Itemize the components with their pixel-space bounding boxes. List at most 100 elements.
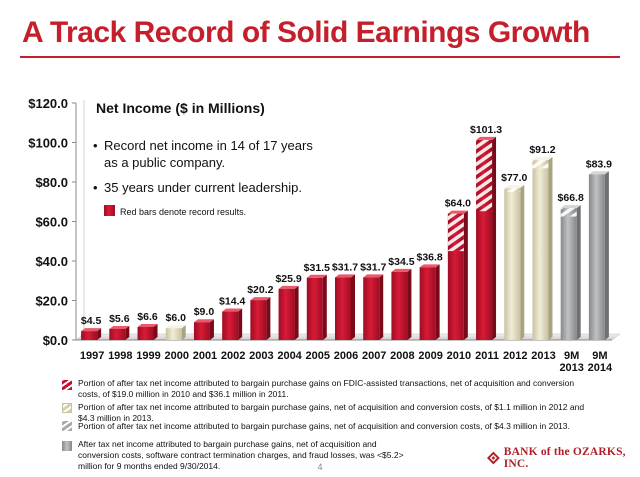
bar-front [560,208,577,340]
annotation-2: • 35 years under current leadership. [93,180,302,195]
chart-title: Net Income ($ in Millions) [96,100,265,116]
y-tick-label: $60.0 [35,215,68,230]
bar-top [193,319,214,323]
bar-top [109,325,130,329]
category-label: 2003 [249,350,273,362]
net-income-bar-chart: $0.0 $20.0 $40.0 $60.0 $80.0 $100.0 $120.0 $4.… [28,96,621,374]
bar-front [391,271,408,340]
category-label: 1997 [80,350,104,362]
bar-hatched-portion [447,213,464,252]
data-label: $66.8 [558,192,584,204]
category-label: 2010 [447,350,471,362]
bar-side [576,205,581,340]
data-labels: $4.5 $5.6 $6.6 $6.0 $9.0 $14.4$20.2$25.9$31.5… [81,124,612,327]
bar-top [532,156,553,160]
bar-top [335,274,355,278]
bar-top [588,171,609,175]
bar [278,285,299,340]
footnote-swatch-gray-hatch [62,421,72,431]
y-tick-label: $80.0 [35,175,68,190]
category-label: 2002 [221,350,245,362]
data-label: $91.2 [529,144,555,156]
bar-top [476,136,497,140]
bar-side [266,297,271,340]
bar-front [165,328,182,340]
data-label: $9.0 [194,306,215,318]
company-logo: BANK of the OZARKS, INC. [487,446,640,470]
bar-top [447,210,468,214]
bar-front [81,331,98,340]
bar [476,136,497,340]
footnote-2: Portion of after tax net income attribut… [78,402,585,423]
bar-front [363,277,380,340]
data-label: $31.5 [304,262,330,274]
y-tick-label: $20.0 [35,294,68,309]
bar [109,325,130,340]
legend: Red bars denote record results. [104,205,246,217]
slide-title: A Track Record of Solid Earnings Growth [22,16,590,49]
footnote-4: After tax net income attributed to barga… [78,439,404,471]
bar-side [520,184,525,340]
category-label: 9M 2013 [559,350,583,374]
bar-hatched-portion [532,159,549,169]
category-label: 2004 [277,350,302,362]
bar [419,264,440,340]
bar-side [492,136,497,340]
bar-top [137,323,158,327]
bar [588,171,609,340]
category-label: 2008 [390,350,414,362]
bar-front [109,328,126,340]
bar-hatched-portion [504,187,521,192]
legend-entry-record: Red bars denote record results. [120,207,246,217]
data-label: $31.7 [360,261,386,273]
footnote-1: Portion of after tax net income attribut… [78,378,575,399]
category-label: 2013 [531,350,555,362]
y-tick-label: $100.0 [28,136,68,151]
bar [504,184,525,340]
bar [391,268,412,340]
annotation-1-line-2: as a public company. [104,155,225,170]
bar [560,205,581,340]
bar-side [351,274,355,340]
category-label: 2009 [418,350,442,362]
bar [137,323,158,340]
bar [250,297,271,340]
data-label: $101.3 [470,124,502,136]
bar-top [306,274,327,278]
category-label: 1999 [136,350,160,362]
category-label: 1998 [108,350,132,362]
bar-front [278,288,295,340]
bar-side [209,319,214,340]
bar-top [278,285,299,289]
legend-swatch-record [104,205,115,216]
bar [335,274,355,340]
bar-front [504,187,521,340]
annotation-2-text: 35 years under current leadership. [104,180,302,195]
category-label: 2011 [475,350,499,362]
category-labels: 1997 1998 1999 2000 2001 2002 2003 2004 2005 2006… [80,350,613,374]
footnote-swatch-record-hatch [62,380,72,390]
bar-hatched-portion [476,139,493,212]
bar-front [137,326,154,340]
bar-side [407,268,412,340]
bar-top [81,328,102,332]
bar-top [391,268,412,272]
bar-top [504,184,525,188]
bar-top [222,308,243,312]
y-tick-label: $0.0 [43,333,68,348]
bar-front [250,300,267,340]
data-label: $77.0 [501,172,527,184]
bar-front [222,311,239,340]
svg-text:as a public company.: as a public company. [104,155,225,170]
bar [193,319,214,340]
svg-text:Record net income in 14 of 17: Record net income in 14 of 17 years [104,138,313,153]
bar [363,274,384,340]
footnote-3: Portion of after tax net income attribut… [78,421,570,431]
data-label: $5.6 [109,313,130,325]
y-tick-label: $40.0 [35,254,68,269]
category-label: 2006 [334,350,358,362]
category-label: 2005 [306,350,330,362]
bar-side [322,274,327,340]
annotation-1-line-1: Record net income in 14 of 17 years [104,138,313,153]
bar-front [306,277,323,340]
